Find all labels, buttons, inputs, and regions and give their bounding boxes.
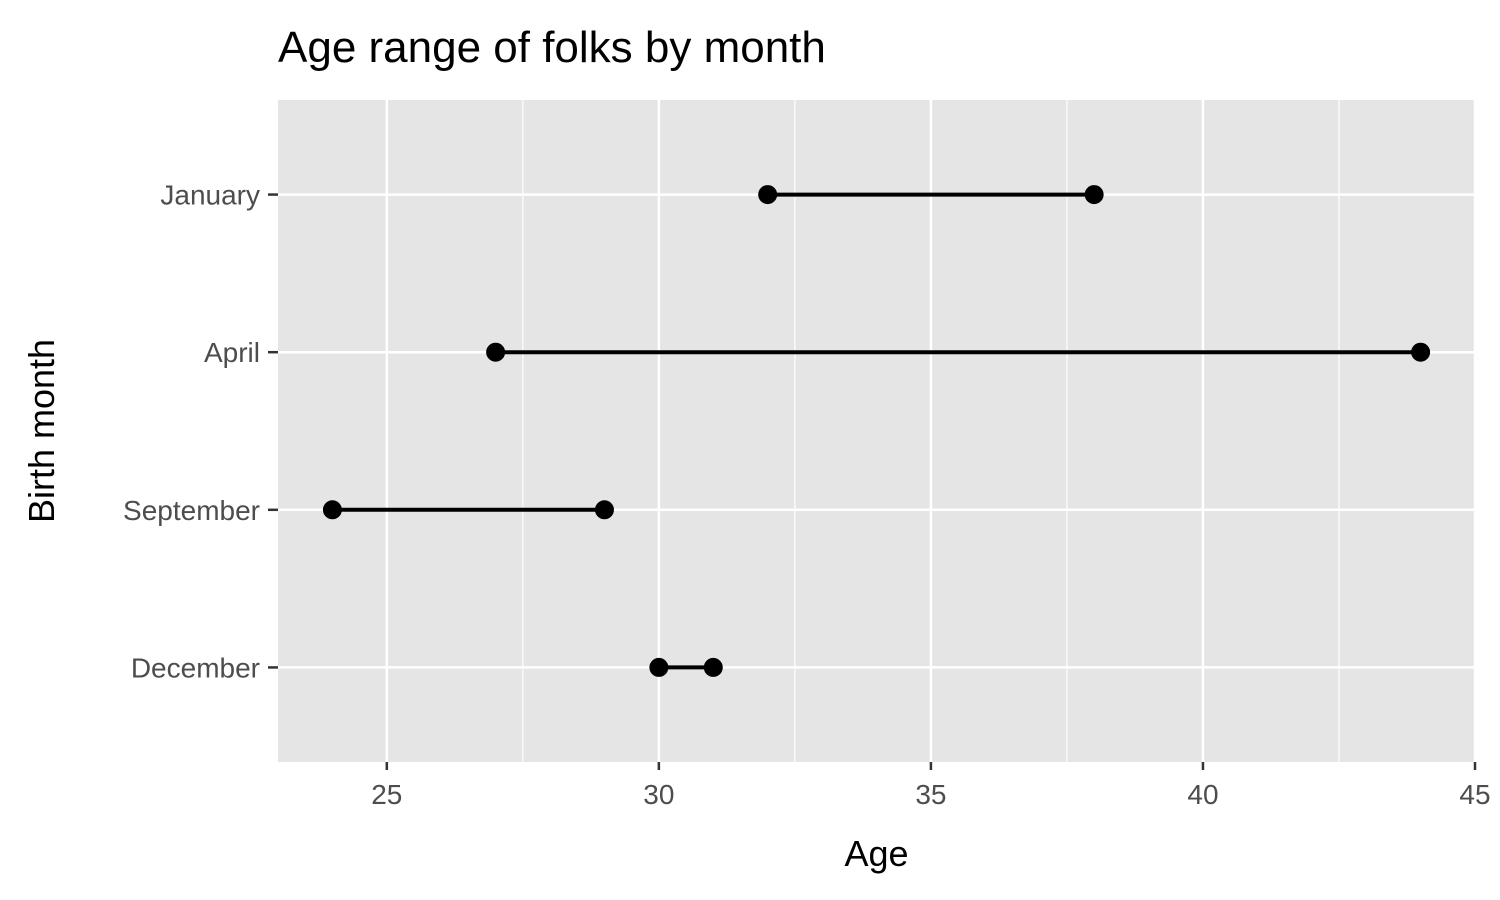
chart-title: Age range of folks by month	[278, 23, 826, 72]
x-tick-label: 40	[1187, 779, 1218, 810]
plot-panel	[278, 100, 1475, 762]
x-tick-label: 35	[915, 779, 946, 810]
min-point	[649, 657, 669, 677]
max-point	[594, 500, 614, 520]
max-point	[703, 657, 723, 677]
max-point	[1411, 342, 1431, 362]
min-point	[322, 500, 342, 520]
x-axis: 25 30 35 40 45	[371, 762, 1491, 810]
min-point	[486, 342, 506, 362]
x-tick-label: 45	[1459, 779, 1490, 810]
x-axis-title: Age	[844, 833, 908, 874]
y-axis: January April September December	[123, 180, 278, 683]
y-tick-label: April	[204, 337, 260, 368]
y-tick-label: December	[131, 652, 260, 683]
x-tick-label: 30	[643, 779, 674, 810]
minor-gridlines	[522, 100, 1340, 762]
data-marks	[322, 185, 1431, 677]
min-point	[758, 185, 778, 205]
y-tick-label: January	[160, 180, 260, 211]
y-axis-title: Birth month	[21, 339, 62, 523]
y-tick-label: September	[123, 495, 260, 526]
x-tick-label: 25	[371, 779, 402, 810]
max-point	[1084, 185, 1104, 205]
